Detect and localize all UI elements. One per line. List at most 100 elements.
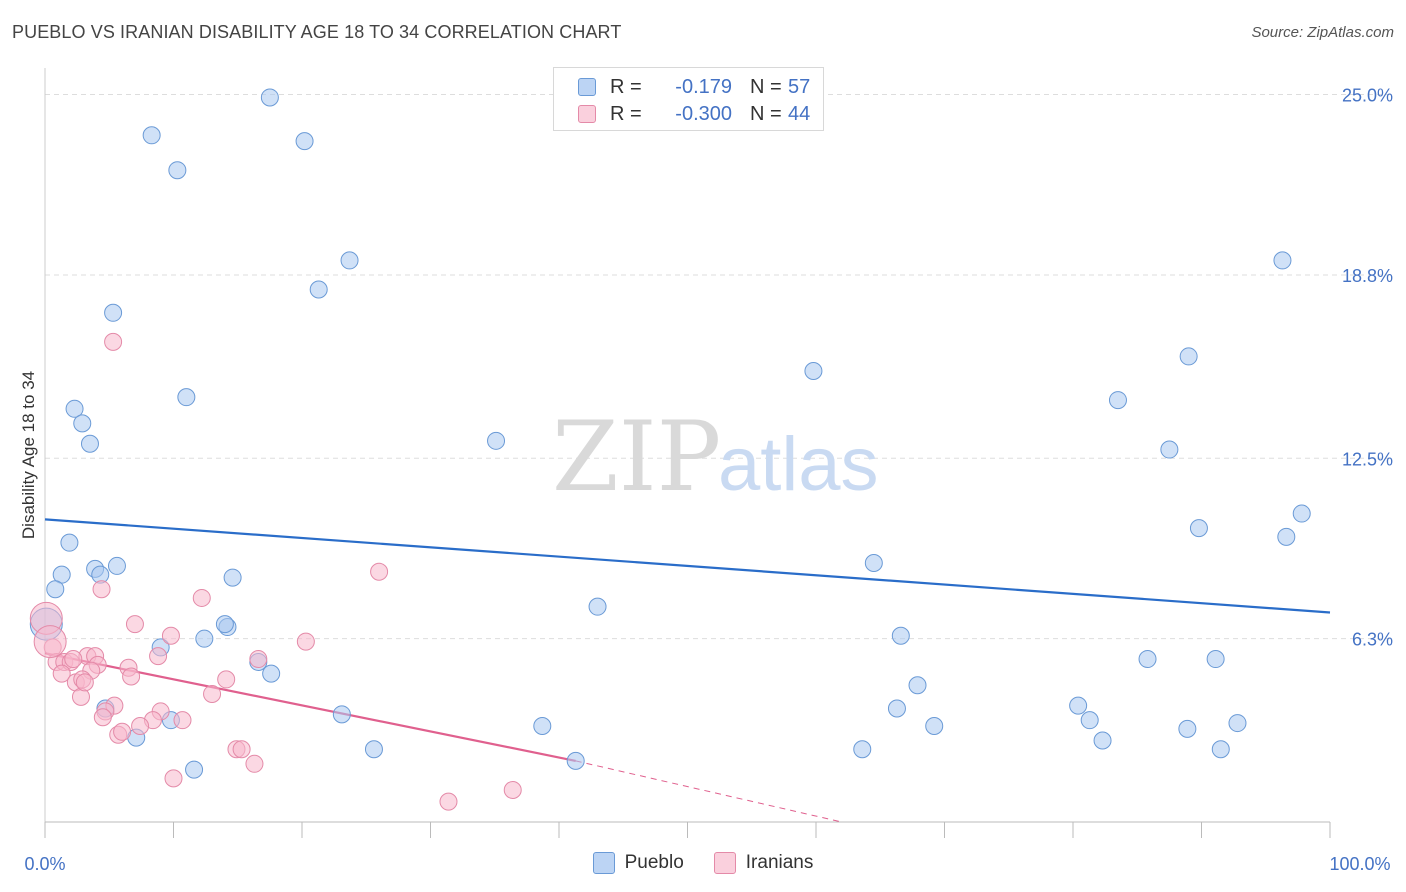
pueblo-point [60, 533, 79, 552]
iranians-point [113, 722, 132, 741]
pueblo-point [908, 676, 927, 695]
pueblo-point [340, 251, 359, 270]
r-value: -0.179 [675, 75, 732, 98]
iranians-point [125, 615, 144, 634]
legend-item-pueblo: Pueblo [592, 852, 684, 874]
series-legend: Pueblo Iranians [0, 852, 1406, 874]
n-value: 44 [788, 102, 811, 125]
iranians-point [92, 580, 111, 599]
r-value: -0.300 [675, 102, 732, 125]
pueblo-swatch [578, 78, 596, 96]
pueblo-point [1228, 714, 1247, 733]
pueblo-point [80, 434, 99, 453]
x-tick-label: 0.0% [24, 854, 65, 874]
pueblo-point [864, 554, 883, 573]
iranians-point [503, 780, 522, 799]
iranians-swatch [713, 852, 736, 874]
pueblo-point [1160, 440, 1179, 459]
pueblo-point [223, 568, 242, 587]
pueblo-point [215, 615, 234, 634]
pueblo-point [260, 88, 279, 107]
pueblo-point [588, 597, 607, 616]
iranians-point [131, 716, 150, 735]
pueblo-point [1292, 504, 1311, 523]
pueblo-point [332, 705, 351, 724]
pueblo-point [104, 303, 123, 322]
iranians-point [52, 664, 71, 683]
pueblo-point [487, 431, 506, 450]
pueblo-point [925, 716, 944, 735]
axes [44, 68, 1331, 838]
iranians-point [93, 708, 112, 727]
iranians-point [173, 711, 192, 730]
y-tick-label: 25.0% [1342, 86, 1393, 106]
watermark-zip: ZIP [552, 401, 721, 513]
iranians-point [232, 740, 251, 759]
r-label: R = [610, 102, 642, 125]
pueblo-point [142, 126, 161, 145]
pueblo-swatch [592, 852, 615, 874]
n-label: N = [750, 102, 782, 125]
iranians-point [245, 754, 264, 773]
iranians-point [203, 684, 222, 703]
iranians-point [33, 625, 67, 659]
r-label: R = [610, 75, 642, 98]
n-value: 57 [788, 75, 811, 98]
y-tick-label: 6.3% [1352, 630, 1393, 650]
iranians-point [217, 670, 236, 689]
pueblo-point [1189, 519, 1208, 538]
pueblo-point [1179, 347, 1198, 366]
iranians-point [122, 667, 141, 686]
legend-row-iranians: R = -0.300 N = 44 [578, 101, 810, 127]
legend-label-pueblo: Pueblo [624, 852, 684, 873]
iranians-point [75, 673, 94, 692]
pueblo-point [1093, 731, 1112, 750]
legend-row-pueblo: R = -0.179 N = 57 [578, 74, 810, 100]
pueblo-trend-line [44, 518, 1331, 614]
pueblo-point [1211, 740, 1230, 759]
pueblo-point [804, 361, 823, 380]
pueblo-point [46, 580, 65, 599]
pueblo-point [1108, 391, 1127, 410]
iranians-point [64, 650, 83, 669]
data-points [29, 88, 1311, 811]
iranians-point [249, 650, 268, 669]
pueblo-point [185, 760, 204, 779]
pueblo-point [73, 414, 92, 433]
chart-title: PUEBLO VS IRANIAN DISABILITY AGE 18 TO 3… [12, 22, 622, 42]
iranians-point [149, 647, 168, 666]
y-tick-label: 12.5% [1342, 449, 1393, 469]
pueblo-point [1080, 711, 1099, 730]
iranians-point [370, 562, 389, 581]
iranians-swatch [578, 105, 596, 123]
tick-labels: 6.3% 12.5% 18.8% 25.0% 0.0% 100.0% [24, 86, 1393, 874]
pueblo-point [168, 161, 187, 180]
pueblo-point [1273, 251, 1292, 270]
iranians-trend-extension [575, 760, 842, 823]
pueblo-point [1069, 696, 1088, 715]
pueblo-point [1277, 527, 1296, 546]
iranians-point [192, 588, 211, 607]
pueblo-point [533, 716, 552, 735]
iranians-point [104, 332, 123, 351]
pueblo-point [364, 740, 383, 759]
y-tick-label: 18.8% [1342, 266, 1393, 286]
n-label: N = [750, 75, 782, 98]
pueblo-point [566, 751, 585, 770]
pueblo-point [107, 556, 126, 575]
x-tick-label: 100.0% [1329, 854, 1390, 874]
iranians-point [161, 626, 180, 645]
iranians-point [164, 769, 183, 788]
iranians-point [296, 632, 315, 651]
pueblo-point [853, 740, 872, 759]
pueblo-point [262, 664, 281, 683]
pueblo-point [1178, 719, 1197, 738]
pueblo-point [887, 699, 906, 718]
pueblo-point [195, 629, 214, 648]
correlation-legend: R = -0.179 N = 57 R = -0.300 N = 44 [553, 67, 824, 131]
source-label: Source: ZipAtlas.com [1251, 24, 1394, 41]
iranians-point [439, 792, 458, 811]
watermark-atlas: atlas [718, 422, 879, 507]
grid-lines [45, 94, 1395, 640]
